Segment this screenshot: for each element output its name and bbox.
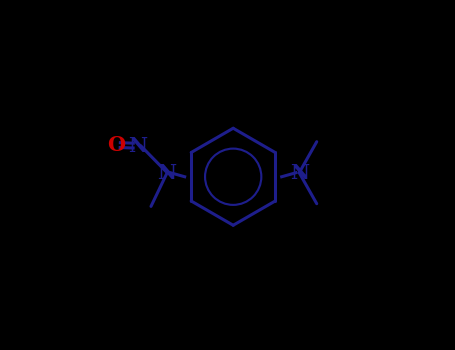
Text: N: N <box>157 163 177 183</box>
Text: N: N <box>290 163 309 183</box>
Text: N: N <box>128 136 147 156</box>
Text: O: O <box>107 135 125 155</box>
